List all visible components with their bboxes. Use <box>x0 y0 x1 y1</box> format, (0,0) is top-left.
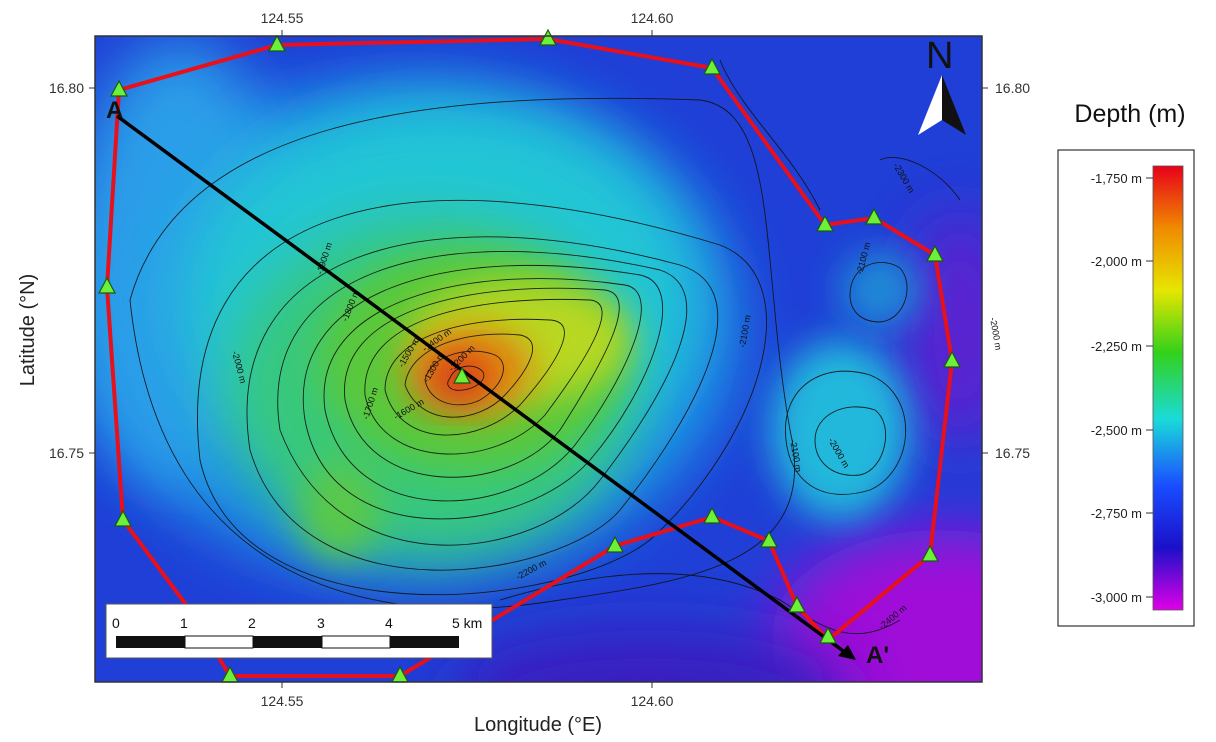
north-arrow: N <box>918 35 966 135</box>
station-marker-icon <box>268 34 286 52</box>
station-markers <box>98 28 961 683</box>
station-marker-icon <box>788 595 806 613</box>
profile-line: A A' <box>106 97 889 669</box>
legend-tick-label: -2,750 m <box>1091 506 1142 521</box>
legend-title: Depth (m) <box>1074 100 1185 128</box>
profile-end-label: A' <box>866 642 889 669</box>
x-tick-label-top: 124.55 <box>261 10 304 26</box>
station-marker-icon <box>98 276 116 294</box>
station-marker-icon <box>606 535 624 553</box>
contour-label: -2000 m <box>988 317 1004 351</box>
station-marker-icon <box>921 544 939 562</box>
station-marker-icon <box>703 506 721 524</box>
station-marker-icon <box>760 530 778 548</box>
station-marker-icon <box>819 626 837 644</box>
station-marker-icon <box>703 57 721 75</box>
station-marker-icon <box>926 244 944 262</box>
profile-start-label: A <box>106 97 123 124</box>
scale-bar: 0 1 2 3 4 5 km <box>105 603 493 659</box>
station-marker-icon <box>816 214 834 232</box>
x-axis-title: Longitude (°E) <box>474 714 602 736</box>
scale-label: 3 <box>317 615 325 631</box>
y-axis-title: Latitude (°N) <box>17 274 39 387</box>
scale-label: 1 <box>180 615 188 631</box>
x-tick-label-bottom: 124.55 <box>261 693 304 709</box>
station-marker-icon <box>943 350 961 368</box>
tick-marks <box>89 30 988 688</box>
legend-tick-label: -1,750 m <box>1091 171 1142 186</box>
y-tick-label-right: 16.75 <box>995 445 1030 461</box>
scale-label: 5 km <box>452 615 482 631</box>
x-tick-label-top: 124.60 <box>631 10 674 26</box>
legend-color-ramp <box>1152 165 1184 611</box>
scale-label: 4 <box>385 615 393 631</box>
scale-label: 0 <box>112 615 120 631</box>
station-marker-icon <box>453 366 471 384</box>
y-tick-label-left: 16.75 <box>49 445 84 461</box>
map-frame <box>94 35 983 683</box>
scale-label: 2 <box>248 615 256 631</box>
station-marker-icon <box>865 207 883 225</box>
north-label: N <box>926 35 953 77</box>
y-tick-label-left: 16.80 <box>49 80 84 96</box>
legend-tick-label: -3,000 m <box>1091 590 1142 605</box>
station-marker-icon <box>539 28 557 46</box>
tick-labels: 124.55 124.60 124.55 124.60 16.80 16.75 … <box>49 10 1030 709</box>
y-tick-label-right: 16.80 <box>995 80 1030 96</box>
legend-tick-label: -2,250 m <box>1091 339 1142 354</box>
legend-tick-label: -2,000 m <box>1091 254 1142 269</box>
station-marker-icon <box>110 79 128 97</box>
legend-tick-label: -2,500 m <box>1091 423 1142 438</box>
x-tick-label-bottom: 124.60 <box>631 693 674 709</box>
depth-legend: Depth (m) -1,750 m -2,000 m -2,250 m -2,… <box>1057 100 1195 627</box>
station-marker-icon <box>114 509 132 527</box>
